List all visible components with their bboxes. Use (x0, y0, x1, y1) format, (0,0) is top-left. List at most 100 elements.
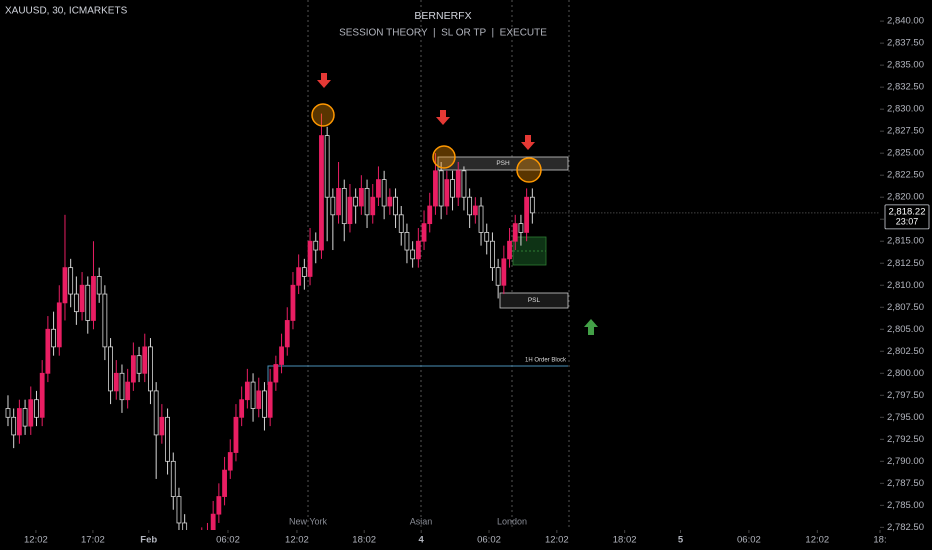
candle-body (404, 232, 410, 251)
candle-body (307, 240, 313, 277)
x-tick-label: 4 (419, 535, 425, 546)
candle-body (73, 293, 79, 313)
x-tick-label: 06:02 (477, 535, 501, 546)
x-tick-label: 06:02 (216, 535, 240, 546)
candle-body (472, 205, 478, 216)
candle-body (467, 196, 473, 216)
candle-body (501, 258, 507, 286)
candle-body (119, 372, 125, 401)
x-tick-label: 5 (678, 535, 684, 546)
candle-body (28, 399, 34, 427)
candle-body (529, 196, 535, 214)
y-tick-label: 2,827.50 (887, 126, 924, 137)
candle-body (142, 346, 148, 374)
candle-body (296, 267, 302, 286)
candle-body (358, 188, 364, 207)
y-tick-label: 2,795.00 (887, 412, 924, 423)
candle-body (290, 284, 296, 321)
x-tick-label: 12:02 (545, 535, 569, 546)
candle-body (227, 452, 233, 471)
last-price-box (884, 204, 930, 230)
y-tick-label: 2,812.50 (887, 258, 924, 269)
candle-body (39, 372, 45, 418)
x-tick-label: 18:02 (352, 535, 376, 546)
candle-body (130, 355, 136, 383)
last-price-label: 2,818.22 (889, 206, 926, 217)
candle-body (427, 205, 433, 225)
candle-body (279, 346, 284, 365)
candle-body (256, 390, 262, 409)
chart-title: BERNERFX (414, 10, 471, 22)
up-arrow (584, 319, 598, 335)
candle-body (113, 372, 119, 392)
x-tick-label: 12:02 (24, 535, 48, 546)
candle-body (387, 196, 393, 207)
candle-body (490, 240, 495, 269)
candle-body (410, 249, 416, 260)
session-label: Asian (410, 516, 433, 526)
candle-body (250, 381, 256, 409)
y-tick-label: 2,815.00 (887, 236, 924, 247)
candle-body (512, 223, 518, 242)
candle-body (85, 284, 91, 321)
candle-body (5, 408, 11, 418)
candle-body (478, 205, 484, 233)
candle-body (330, 196, 336, 216)
candle-body (45, 328, 51, 374)
candle-body (376, 179, 381, 198)
candle-body (353, 196, 359, 207)
candle-body (91, 276, 96, 321)
candle-body (16, 408, 22, 436)
candle-body (336, 188, 341, 216)
down-arrow (317, 73, 331, 88)
candle-body (364, 188, 370, 216)
y-tick-label: 2,782.50 (887, 522, 924, 533)
psl-zone (499, 292, 569, 309)
candle-body (79, 284, 85, 313)
y-tick-label: 2,830.00 (887, 104, 924, 115)
candle-body (176, 496, 182, 524)
candle-body (393, 196, 398, 216)
y-tick-label: 2,837.50 (887, 38, 924, 49)
candle-body (68, 267, 74, 295)
y-tick-label: 2,820.00 (887, 192, 924, 203)
candle-body (398, 214, 404, 233)
candle-body (159, 416, 165, 436)
y-tick-label: 2,787.50 (887, 478, 924, 489)
candle-body (341, 188, 347, 225)
candle-body (148, 346, 153, 392)
candle-body (524, 196, 530, 233)
candle-body (421, 223, 427, 242)
x-tick-label: 17:02 (81, 535, 105, 546)
countdown: 23:07 (896, 216, 919, 226)
y-tick-label: 2,835.00 (887, 60, 924, 71)
order-block-line (267, 365, 568, 385)
y-tick-label: 2,792.50 (887, 434, 924, 445)
x-tick-label: Feb (140, 535, 157, 546)
candle-body (62, 267, 68, 304)
candle-body (450, 179, 455, 198)
candle-body (455, 170, 461, 198)
candle-body (319, 135, 324, 251)
highlight-circle (311, 103, 335, 127)
candle-body (210, 513, 216, 530)
candle-body (284, 320, 290, 348)
candle-body (301, 267, 307, 277)
candle-body (273, 364, 279, 383)
candle-body (495, 267, 501, 286)
candle-body (484, 232, 490, 242)
candle-body (461, 170, 467, 198)
candle-body (370, 196, 376, 216)
y-tick-label: 2,822.50 (887, 170, 924, 181)
candle-body (507, 240, 512, 260)
candles (5, 113, 535, 530)
plot-area: PSH PSL 1H Order Block New York Asian Lo… (5, 0, 598, 530)
candle-body (108, 346, 113, 392)
candle-body (262, 390, 267, 418)
candle-body (244, 381, 250, 401)
y-tick-label: 2,797.50 (887, 390, 924, 401)
y-tick-label: 2,802.50 (887, 346, 924, 357)
